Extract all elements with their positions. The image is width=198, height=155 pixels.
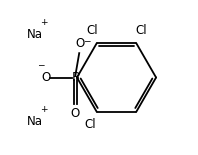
Text: P: P	[71, 71, 79, 84]
Text: Na: Na	[27, 28, 43, 41]
Text: Cl: Cl	[86, 24, 98, 37]
Text: Na: Na	[27, 115, 43, 128]
Text: +: +	[40, 105, 48, 114]
Text: Cl: Cl	[135, 24, 147, 37]
Text: O: O	[71, 107, 80, 120]
Text: Cl: Cl	[85, 118, 96, 131]
Text: −: −	[37, 60, 44, 69]
Text: O: O	[75, 37, 85, 50]
Text: +: +	[40, 18, 48, 27]
Text: −: −	[83, 37, 90, 46]
Text: O: O	[42, 71, 51, 84]
